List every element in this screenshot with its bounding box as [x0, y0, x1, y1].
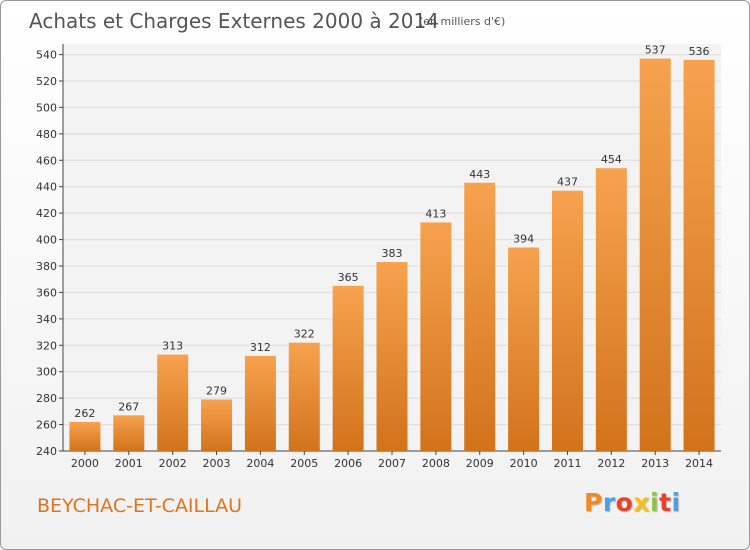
y-tick-label: 300	[36, 366, 57, 379]
y-tick-label: 380	[36, 260, 57, 273]
bar	[244, 355, 276, 451]
logo-letter: o	[615, 488, 634, 517]
value-label: 313	[162, 340, 183, 353]
bar	[508, 247, 540, 451]
bar	[683, 59, 715, 451]
y-tick-label: 480	[36, 128, 57, 141]
y-tick-label: 240	[36, 445, 57, 458]
value-label: 537	[645, 44, 666, 57]
bar	[639, 58, 671, 452]
y-tick-label: 340	[36, 313, 57, 326]
y-tick-label: 260	[36, 419, 57, 432]
bar	[551, 190, 583, 451]
bar	[595, 168, 627, 451]
x-tick-label: 2004	[246, 457, 274, 470]
y-tick-label: 400	[36, 234, 57, 247]
bar	[69, 421, 101, 451]
value-label: 413	[425, 207, 446, 220]
logo-letter: r	[602, 488, 616, 517]
y-tick-label: 540	[36, 49, 57, 62]
proxiti-logo[interactable]: Proxiti	[584, 488, 681, 517]
logo-letter: P	[584, 488, 603, 517]
bar	[376, 262, 408, 451]
value-label: 312	[250, 341, 271, 354]
logo-letter: i	[650, 488, 660, 517]
value-label: 536	[689, 45, 710, 58]
bar	[157, 354, 189, 451]
value-label: 383	[382, 247, 403, 260]
value-label: 394	[513, 233, 534, 246]
y-tick-label: 520	[36, 75, 57, 88]
y-tick-label: 320	[36, 339, 57, 352]
y-tick-label: 360	[36, 286, 57, 299]
logo-letter: t	[659, 488, 672, 517]
x-tick-label: 2003	[203, 457, 231, 470]
place-name: BEYCHAC-ET-CAILLAU	[37, 495, 243, 517]
chart-unit: (en milliers d'€)	[419, 15, 506, 28]
x-tick-label: 2006	[334, 457, 362, 470]
value-label: 365	[338, 271, 359, 284]
bar	[420, 222, 452, 451]
value-label: 443	[469, 168, 490, 181]
x-tick-label: 2011	[553, 457, 581, 470]
value-label: 279	[206, 384, 227, 397]
x-tick-label: 2008	[422, 457, 450, 470]
value-label: 262	[74, 407, 95, 420]
bar	[288, 342, 320, 451]
x-tick-label: 2014	[685, 457, 713, 470]
chart-title: Achats et Charges Externes 2000 à 2014	[29, 9, 439, 33]
x-tick-label: 2001	[115, 457, 143, 470]
x-tick-label: 2000	[71, 457, 99, 470]
bar	[332, 285, 364, 451]
bar	[113, 415, 145, 451]
value-label: 267	[118, 400, 139, 413]
x-tick-label: 2005	[290, 457, 318, 470]
x-axis: 2000 2001 2002 2003 2004 2005 2006 2007 2008 2009…	[63, 450, 721, 470]
value-label: 454	[601, 153, 622, 166]
y-tick-label: 420	[36, 207, 57, 220]
logo-letter: x	[633, 488, 650, 517]
x-tick-label: 2007	[378, 457, 406, 470]
y-tick-label: 440	[36, 181, 57, 194]
value-label: 437	[557, 176, 578, 189]
logo-letter: i	[671, 488, 681, 517]
bars	[69, 58, 715, 452]
x-tick-label: 2010	[510, 457, 538, 470]
bar	[464, 182, 496, 451]
y-axis: 240 260 280 300 320 340 360 380 400 420 440 460 480 5…	[36, 44, 64, 458]
y-tick-label: 460	[36, 154, 57, 167]
value-labels: 262 267 313 279 312 322 365 383 413 443 394 437 454 5…	[74, 44, 709, 420]
bar	[201, 399, 233, 451]
x-tick-label: 2009	[466, 457, 494, 470]
y-tick-label: 280	[36, 392, 57, 405]
x-tick-label: 2012	[597, 457, 625, 470]
value-label: 322	[294, 328, 315, 341]
x-tick-label: 2002	[159, 457, 187, 470]
y-tick-label: 500	[36, 101, 57, 114]
x-tick-label: 2013	[641, 457, 669, 470]
